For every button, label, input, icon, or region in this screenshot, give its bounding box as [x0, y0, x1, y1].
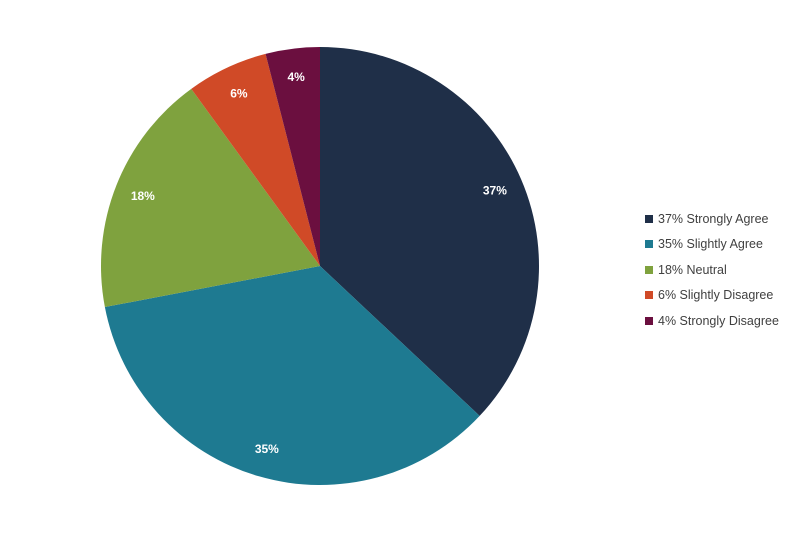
legend-item-slightly-disagree: 6% Slightly Disagree	[645, 283, 795, 309]
legend-item-strongly-agree: 37% Strongly Agree	[645, 206, 795, 232]
pie-data-labels: 37% 35% 18% 6% 4%	[131, 70, 507, 456]
legend-swatch	[645, 291, 653, 300]
legend-swatch	[645, 214, 653, 223]
legend-label: 37% Strongly Agree	[658, 211, 769, 226]
pie-slice-slightly-disagree	[191, 53, 320, 267]
data-label-neutral: 18%	[131, 189, 155, 203]
legend-label: 6% Slightly Disagree	[658, 288, 774, 303]
legend-item-neutral: 18% Neutral	[645, 257, 795, 283]
legend-item-slightly-agree: 35% Slightly Agree	[645, 232, 795, 258]
pie-slice-slightly-agree	[104, 266, 480, 485]
legend-swatch	[645, 265, 653, 274]
legend: 37% Strongly Agree 35% Slightly Agree 18…	[645, 206, 795, 334]
pie-slice-neutral	[100, 88, 320, 308]
pie-slice-strongly-agree	[320, 47, 539, 416]
data-label-strongly-agree: 37%	[483, 183, 507, 197]
legend-swatch	[645, 316, 653, 325]
pie-slices	[100, 47, 539, 485]
legend-label: 4% Strongly Disagree	[658, 313, 779, 328]
data-label-slightly-agree: 35%	[255, 442, 279, 456]
legend-item-strongly-disagree: 4% Strongly Disagree	[645, 308, 795, 334]
legend-label: 35% Slightly Agree	[658, 237, 763, 252]
legend-label: 18% Neutral	[658, 262, 727, 277]
data-label-strongly-disagree: 4%	[287, 70, 305, 84]
legend-swatch	[645, 240, 653, 249]
pie-slice-strongly-disagree	[265, 47, 320, 266]
data-label-slightly-disagree: 6%	[230, 87, 248, 101]
